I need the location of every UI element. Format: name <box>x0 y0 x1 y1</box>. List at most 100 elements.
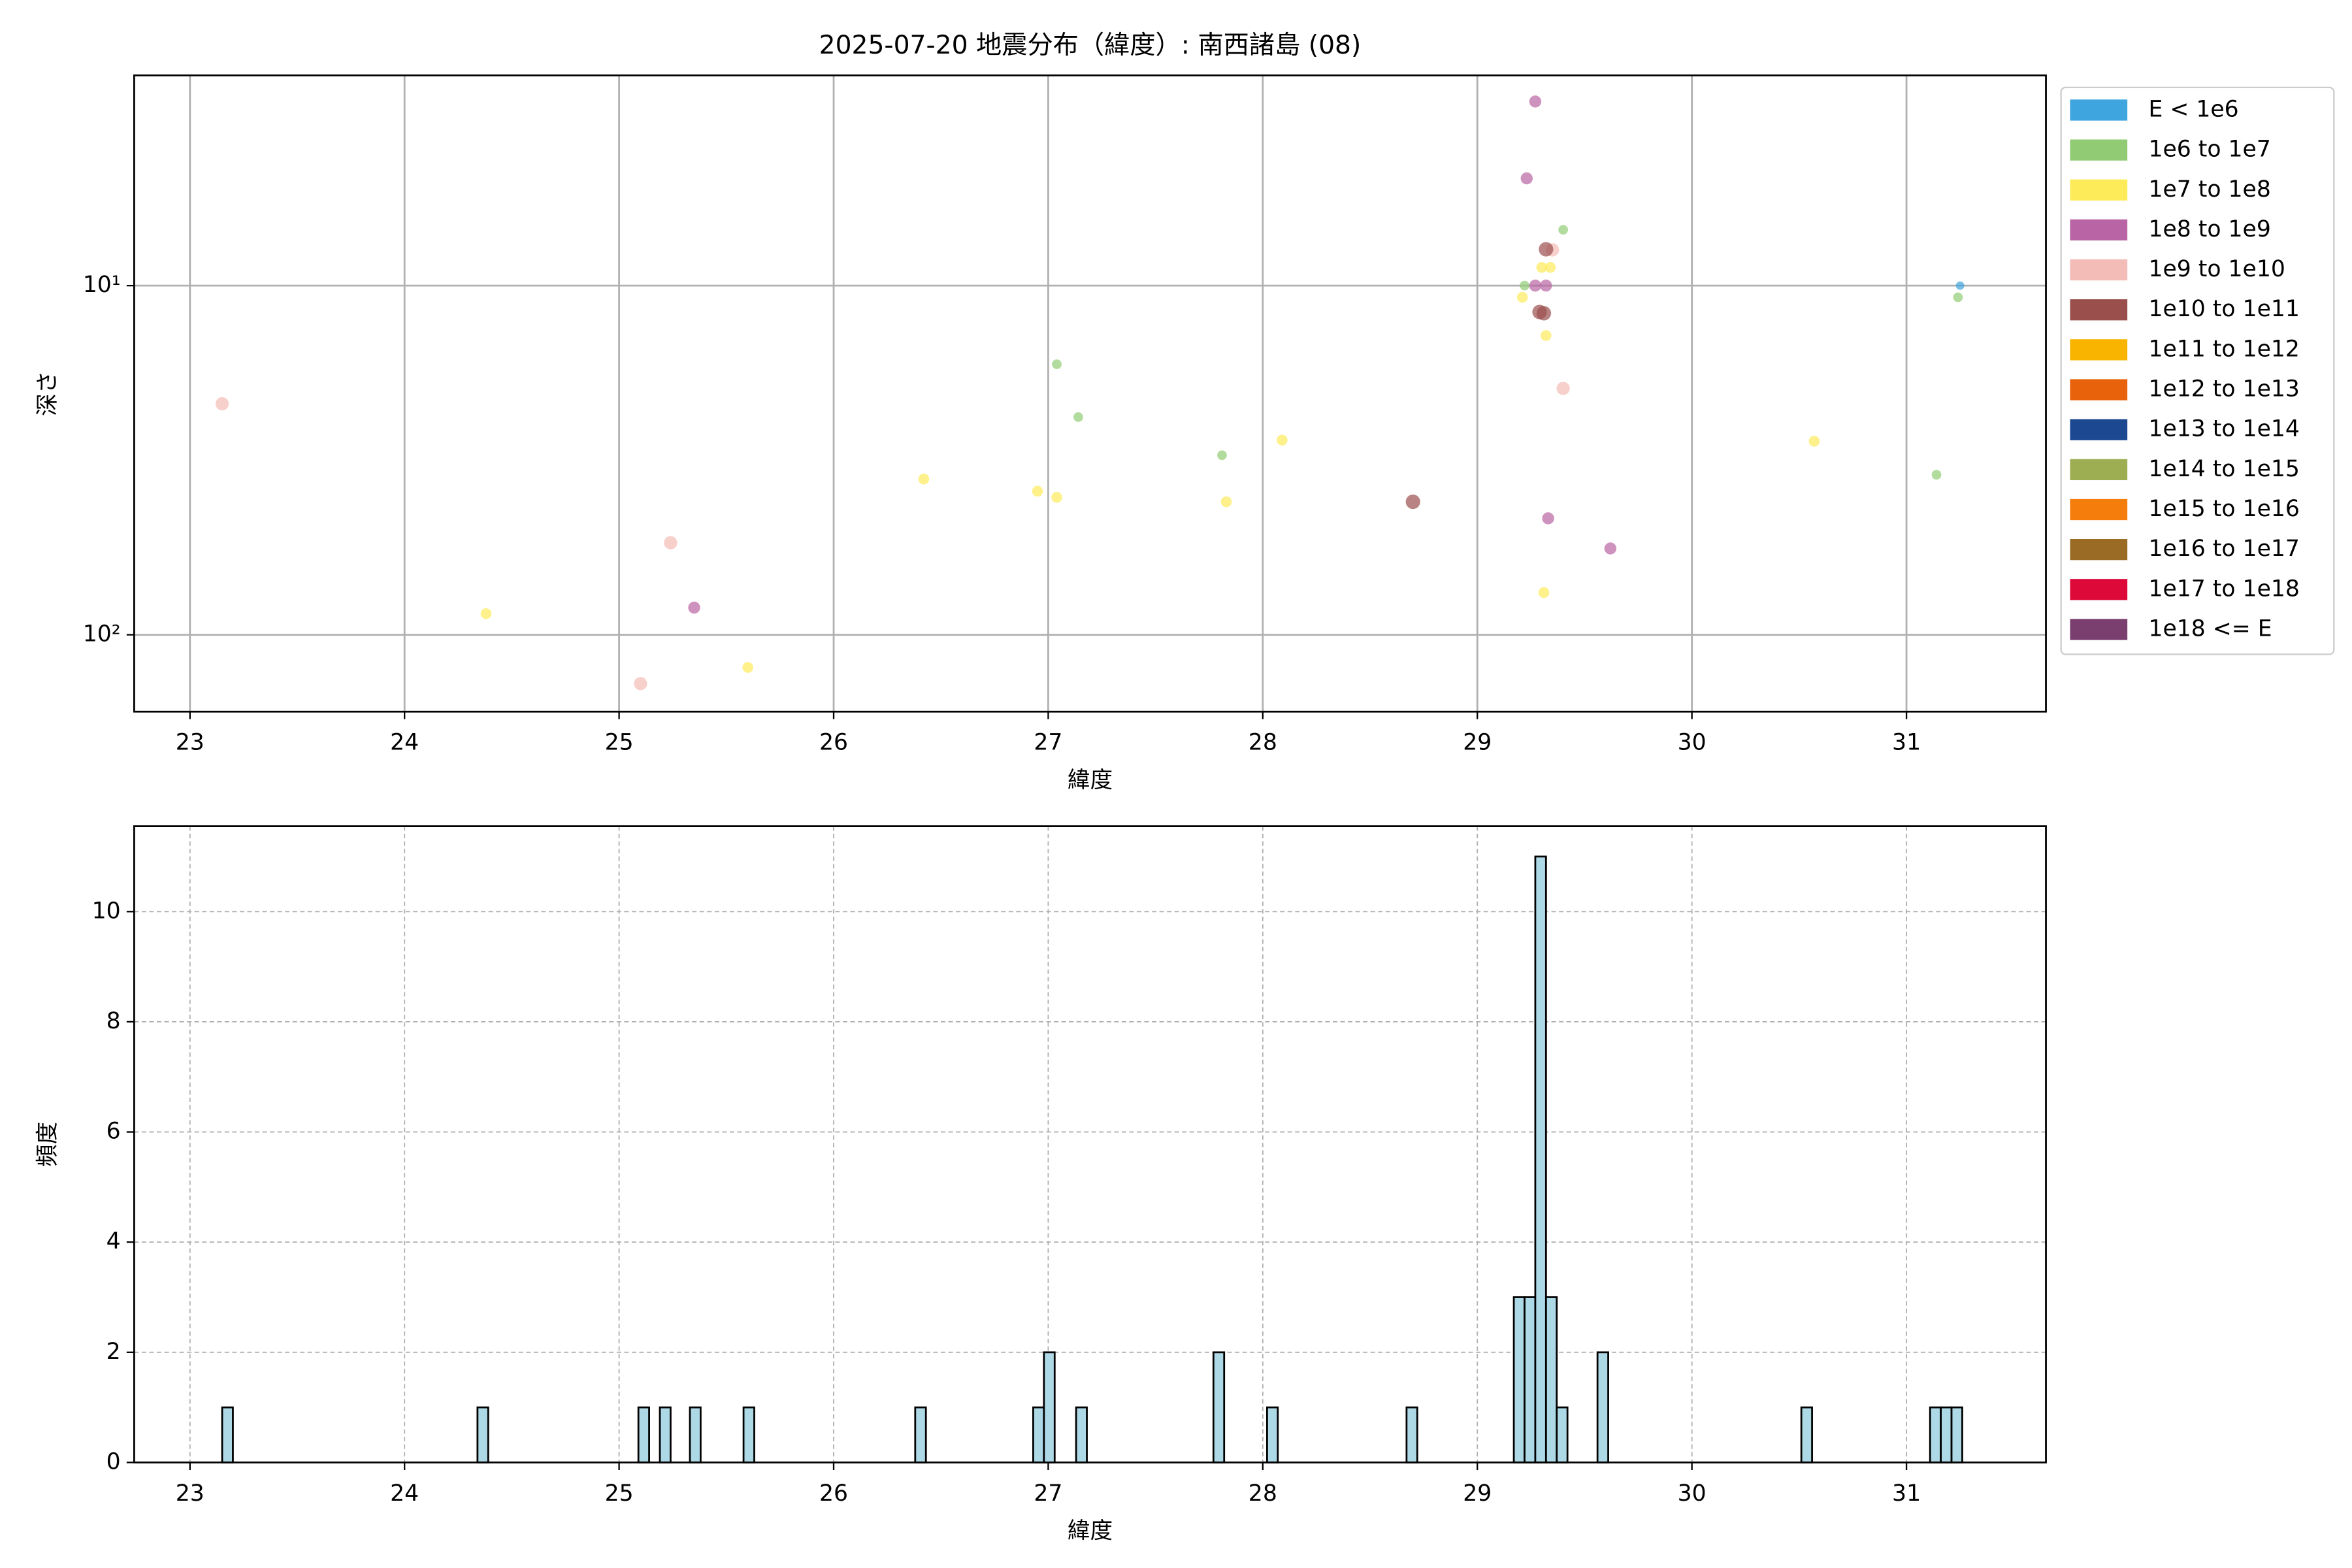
histogram-bar <box>1950 1406 1963 1463</box>
x-tick-label: 29 <box>1463 730 1492 756</box>
histogram-bar <box>1544 1296 1558 1463</box>
data-point <box>1955 281 1965 290</box>
histogram-bar <box>1512 1296 1526 1463</box>
data-point <box>688 601 700 614</box>
legend-swatch <box>2070 419 2128 440</box>
histogram-bar <box>1940 1406 1953 1463</box>
legend-label: 1e13 to 1e14 <box>2148 416 2299 442</box>
data-point <box>1931 470 1942 480</box>
legend-swatch <box>2070 459 2128 480</box>
x-tick-label: 27 <box>1034 1480 1062 1507</box>
histogram-bar <box>914 1406 927 1463</box>
histogram-bar <box>1212 1351 1226 1463</box>
data-point <box>1529 279 1542 292</box>
legend-label: E < 1e6 <box>2148 96 2238 122</box>
histogram-bar <box>1534 855 1547 1463</box>
y-tick-label: 6 <box>106 1119 121 1145</box>
histogram-bar <box>1405 1406 1418 1463</box>
data-point <box>1217 450 1227 461</box>
data-point <box>1277 434 1288 446</box>
legend-swatch <box>2070 498 2128 521</box>
data-point <box>1529 95 1542 108</box>
plot-frame <box>133 825 2047 1463</box>
y-axis-label: 頻度 <box>35 1122 61 1167</box>
x-axis-label: 緯度 <box>1068 767 1113 793</box>
data-point <box>1558 225 1568 235</box>
data-point <box>1536 262 1548 273</box>
legend-swatch <box>2070 139 2128 161</box>
histogram-bar <box>1800 1406 1813 1463</box>
legend-label: 1e8 to 1e9 <box>2148 216 2270 242</box>
y-tick-label: 10 <box>92 898 121 924</box>
x-tick-label: 25 <box>605 730 634 756</box>
legend-box <box>2060 86 2335 655</box>
x-tick-label: 23 <box>176 730 204 756</box>
y-axis-label: 深さ <box>35 371 61 416</box>
x-tick-label: 28 <box>1249 1480 1277 1507</box>
data-point <box>1808 435 1820 447</box>
legend-label: 1e11 to 1e12 <box>2148 336 2299 362</box>
x-tick-label: 26 <box>819 730 848 756</box>
histogram-bar <box>689 1406 702 1463</box>
data-point <box>1544 262 1556 273</box>
histogram-bar <box>1929 1406 1942 1463</box>
data-point <box>1520 172 1533 185</box>
legend-swatch <box>2070 339 2128 361</box>
legend-swatch <box>2070 259 2128 281</box>
y-tick-label: 4 <box>106 1228 121 1254</box>
data-point <box>1604 542 1617 555</box>
y-tick-label: 10² <box>83 621 121 647</box>
data-point <box>215 397 229 411</box>
data-point <box>1556 382 1570 395</box>
data-point <box>742 662 753 673</box>
data-point <box>664 536 678 549</box>
legend-swatch <box>2070 99 2128 121</box>
legend-label: 1e18 <= E <box>2148 615 2272 642</box>
histogram-bar <box>1266 1406 1279 1463</box>
legend-swatch <box>2070 619 2128 640</box>
y-tick-label: 0 <box>106 1448 121 1475</box>
data-point <box>480 608 492 619</box>
legend-label: 1e10 to 1e11 <box>2148 296 2299 322</box>
x-tick-label: 30 <box>1678 1480 1707 1507</box>
data-point <box>1220 496 1232 508</box>
data-point <box>634 677 647 691</box>
histogram-bar <box>659 1406 672 1463</box>
histogram-bar <box>1075 1406 1088 1463</box>
data-point <box>1516 291 1528 303</box>
histogram-bar <box>1524 1296 1537 1463</box>
legend-label: 1e7 to 1e8 <box>2148 176 2270 203</box>
x-axis-label: 緯度 <box>1068 1518 1113 1544</box>
data-point <box>1542 512 1554 525</box>
data-point <box>1405 494 1420 510</box>
histogram-bar <box>1032 1406 1045 1463</box>
y-tick-label: 8 <box>106 1008 121 1034</box>
x-tick-label: 23 <box>176 1480 204 1507</box>
x-tick-label: 24 <box>390 1480 419 1507</box>
x-tick-label: 24 <box>390 730 419 756</box>
legend-label: 1e15 to 1e16 <box>2148 496 2299 522</box>
data-point <box>1073 412 1083 422</box>
legend-label: 1e9 to 1e10 <box>2148 256 2285 282</box>
data-point <box>1536 306 1552 321</box>
x-tick-label: 26 <box>819 1480 848 1507</box>
data-point <box>1541 330 1552 341</box>
data-point <box>1520 280 1529 291</box>
x-tick-label: 27 <box>1034 730 1062 756</box>
legend-swatch <box>2070 579 2128 600</box>
legend-label: 1e16 to 1e17 <box>2148 536 2299 562</box>
x-tick-label: 31 <box>1892 1480 1921 1507</box>
y-tick-label: 2 <box>106 1339 121 1365</box>
data-point <box>1051 491 1062 503</box>
histogram-bar <box>1596 1351 1609 1463</box>
data-point <box>1953 292 1963 302</box>
data-point <box>1032 485 1043 497</box>
data-point <box>1052 359 1062 369</box>
histogram-bar <box>476 1406 489 1463</box>
data-point <box>1538 587 1550 598</box>
legend-swatch <box>2070 299 2128 321</box>
histogram-bar <box>221 1406 234 1463</box>
